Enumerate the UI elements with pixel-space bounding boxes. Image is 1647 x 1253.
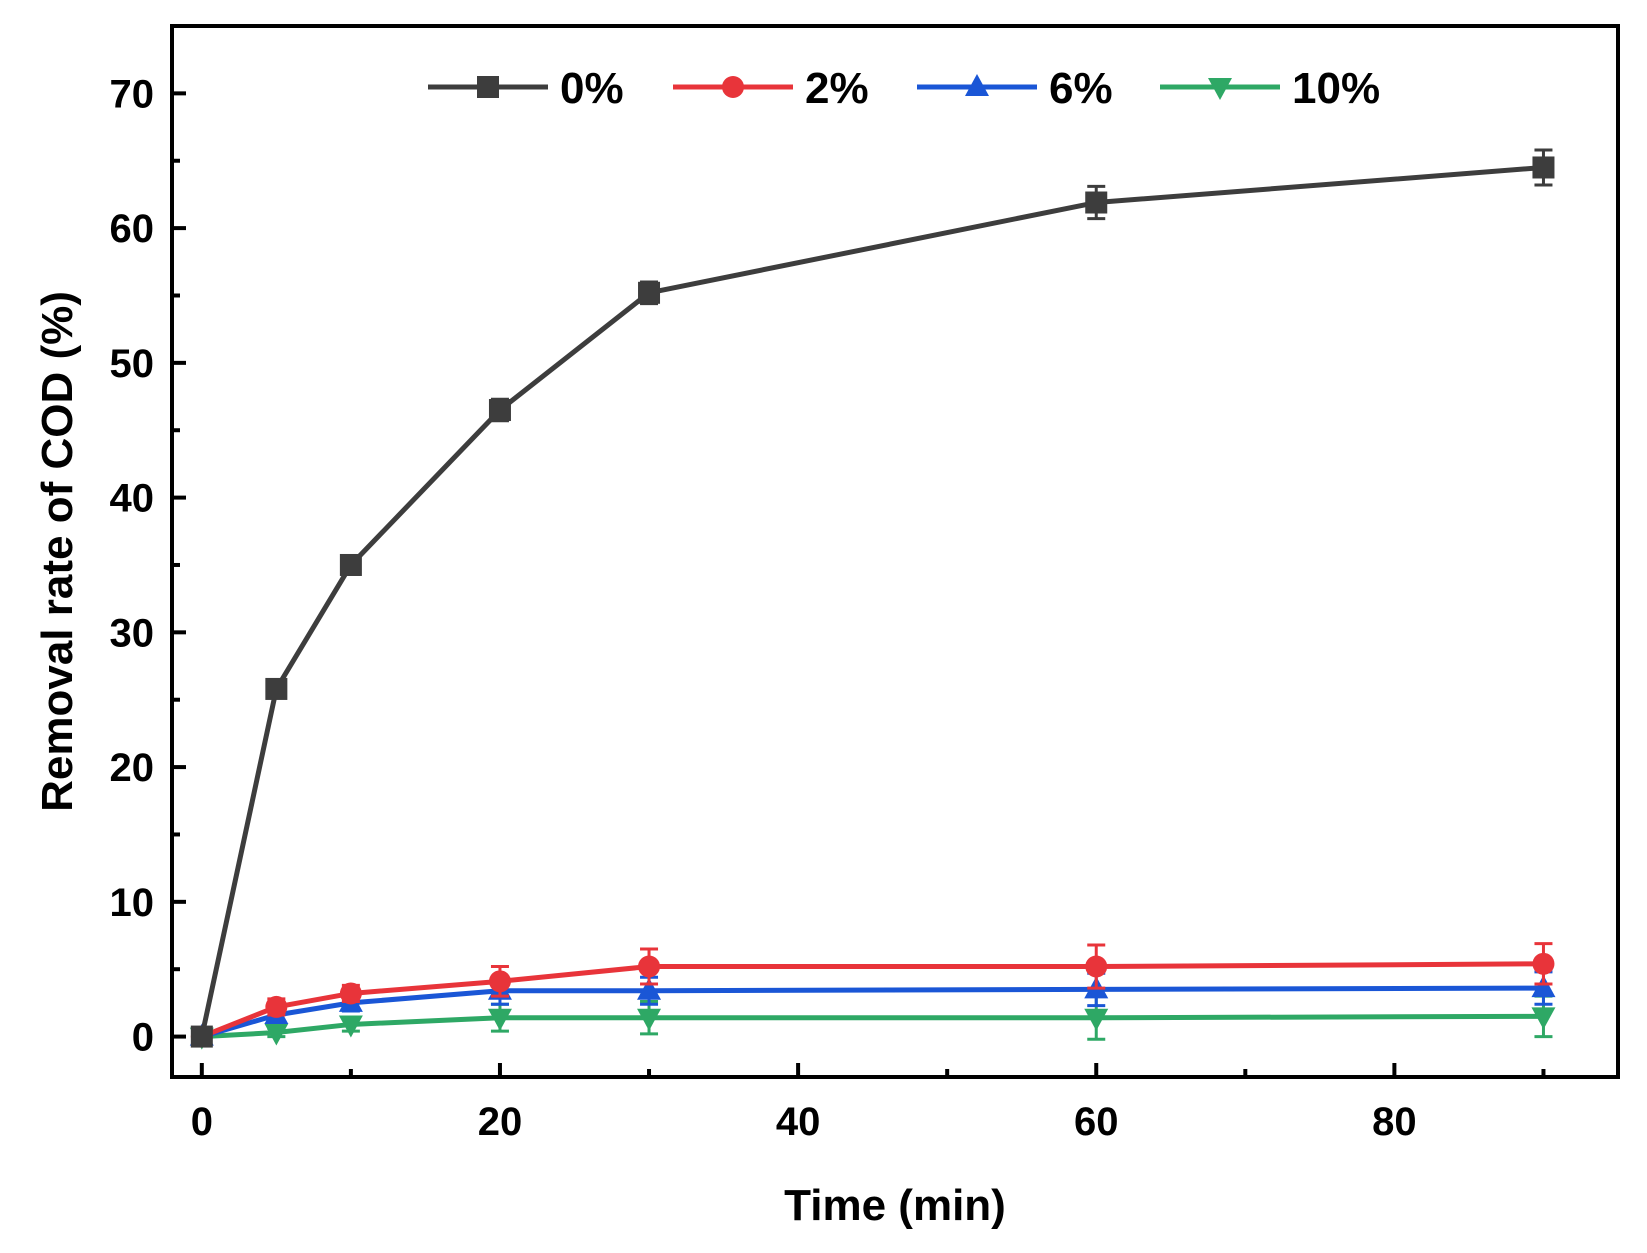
data-point bbox=[264, 1023, 289, 1046]
data-point bbox=[638, 281, 661, 304]
y-axis-title: Removal rate of COD (%) bbox=[33, 291, 82, 812]
data-point bbox=[1532, 952, 1555, 975]
y-tick-label: 70 bbox=[110, 72, 155, 116]
data-point bbox=[488, 970, 511, 993]
data-point bbox=[1531, 975, 1556, 998]
y-tick-label: 10 bbox=[110, 881, 155, 925]
x-tick-label: 60 bbox=[1074, 1100, 1119, 1144]
data-point bbox=[1532, 156, 1555, 179]
legend-item: 2% bbox=[673, 64, 869, 113]
legend-label: 0% bbox=[560, 64, 624, 113]
legend-marker bbox=[965, 74, 989, 96]
data-point bbox=[488, 399, 511, 422]
data-point bbox=[339, 553, 362, 576]
legend: 0% 2% 6% 10% bbox=[428, 64, 1380, 113]
legend-item: 0% bbox=[428, 64, 624, 113]
series-0pct bbox=[190, 148, 1555, 1048]
x-tick-label: 20 bbox=[478, 1100, 523, 1144]
x-tick-label: 0 bbox=[191, 1100, 213, 1144]
series-2pct bbox=[190, 942, 1555, 1048]
data-point bbox=[265, 995, 288, 1018]
series-6pct bbox=[189, 970, 1556, 1046]
data-point bbox=[265, 677, 288, 700]
y-tick-label: 0 bbox=[132, 1016, 154, 1060]
data-point bbox=[637, 977, 662, 1000]
data-point bbox=[1085, 191, 1108, 214]
x-axis-title: Time (min) bbox=[784, 1181, 1006, 1230]
data-point bbox=[190, 1025, 213, 1048]
legend-label: 2% bbox=[805, 64, 869, 113]
legend-marker bbox=[477, 76, 499, 98]
legend-marker bbox=[722, 76, 744, 98]
y-tick-label: 60 bbox=[110, 207, 155, 251]
y-tick-label: 30 bbox=[110, 611, 155, 655]
series-line bbox=[201, 985, 1544, 1039]
x-tick-label: 80 bbox=[1372, 1100, 1417, 1144]
plot-layer bbox=[189, 148, 1556, 1050]
data-point bbox=[1084, 1008, 1109, 1031]
data-point bbox=[637, 1008, 662, 1031]
data-point bbox=[487, 1008, 512, 1031]
plot-frame bbox=[170, 24, 1620, 1079]
y-tick-label: 20 bbox=[110, 746, 155, 790]
legend-item: 10% bbox=[1160, 64, 1380, 113]
data-point bbox=[1085, 955, 1108, 978]
series-line bbox=[201, 1013, 1544, 1040]
legend-label: 6% bbox=[1049, 64, 1113, 113]
data-point bbox=[339, 982, 362, 1005]
x-tick-label: 40 bbox=[776, 1100, 821, 1144]
y-axis: 0 10 20 30 40 50 60 70 bbox=[110, 72, 186, 1060]
x-axis: 0 20 40 60 80 bbox=[191, 1063, 1546, 1144]
legend-marker bbox=[1208, 78, 1232, 100]
legend-label: 10% bbox=[1292, 64, 1380, 113]
legend-item: 6% bbox=[917, 64, 1113, 113]
y-tick-label: 40 bbox=[110, 477, 155, 521]
data-point bbox=[338, 1015, 363, 1038]
data-point bbox=[1531, 1007, 1556, 1030]
series-line bbox=[199, 164, 1544, 1038]
y-tick-label: 50 bbox=[110, 342, 155, 386]
data-point bbox=[638, 955, 661, 978]
series-10pct bbox=[189, 994, 1556, 1050]
